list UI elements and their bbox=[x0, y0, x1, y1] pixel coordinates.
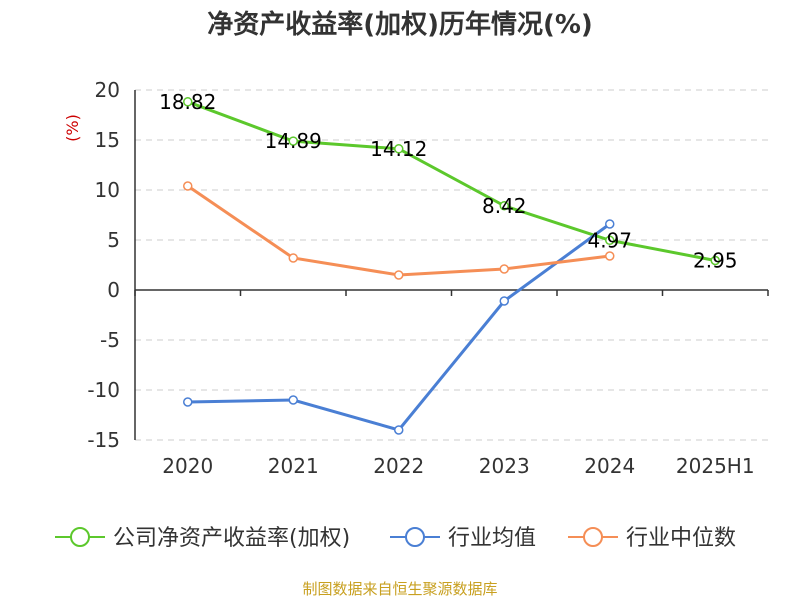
legend-label: 行业均值 bbox=[448, 526, 536, 551]
chart-title: 净资产收益率(加权)历年情况(%) bbox=[207, 9, 593, 40]
data-label: 4.97 bbox=[587, 228, 632, 252]
data-point bbox=[394, 144, 404, 154]
series-line-0 bbox=[187, 100, 716, 262]
data-point bbox=[605, 219, 615, 229]
legend-label: 公司净资产收益率(加权) bbox=[113, 526, 350, 551]
data-point bbox=[288, 136, 298, 146]
x-tick-label: 2024 bbox=[584, 454, 635, 478]
x-tick-label: 2023 bbox=[479, 454, 530, 478]
legend-swatch-marker bbox=[70, 527, 90, 547]
data-point bbox=[183, 181, 193, 191]
y-tick-label: 10 bbox=[95, 178, 120, 202]
data-point bbox=[605, 251, 615, 261]
data-source: 制图数据来自恒生聚源数据库 bbox=[302, 580, 497, 598]
data-point bbox=[605, 235, 615, 246]
data-point bbox=[288, 253, 298, 263]
data-point bbox=[499, 264, 509, 274]
data-label: 14.12 bbox=[370, 137, 427, 161]
data-point bbox=[499, 201, 509, 211]
data-label: 2.95 bbox=[693, 249, 738, 273]
x-tick-label: 2021 bbox=[268, 454, 319, 478]
data-point bbox=[394, 270, 404, 280]
legend-label: 行业中位数 bbox=[626, 526, 736, 551]
series-line-1 bbox=[187, 222, 611, 432]
y-tick-label: -10 bbox=[87, 378, 120, 402]
data-point bbox=[183, 397, 193, 407]
data-label: 14.89 bbox=[265, 129, 322, 153]
y-tick-label: -15 bbox=[87, 428, 120, 452]
y-tick-label: -5 bbox=[100, 328, 120, 352]
y-tick-label: 15 bbox=[95, 128, 120, 152]
y-axis-unit: (%) bbox=[63, 114, 82, 142]
legend-swatch-marker bbox=[583, 527, 603, 547]
data-point bbox=[394, 425, 404, 435]
data-point bbox=[499, 296, 509, 306]
data-point bbox=[288, 395, 298, 405]
data-point bbox=[183, 97, 193, 107]
x-tick-label: 2020 bbox=[162, 454, 213, 478]
series-line-2 bbox=[186, 184, 610, 277]
y-tick-label: 5 bbox=[107, 228, 120, 252]
y-tick-label: 20 bbox=[95, 78, 120, 102]
legend-swatch-marker bbox=[405, 527, 425, 547]
x-tick-label: 2025H1 bbox=[676, 454, 755, 478]
data-label: 8.42 bbox=[482, 194, 527, 218]
data-label: 18.82 bbox=[159, 90, 216, 114]
x-tick-label: 2022 bbox=[373, 454, 424, 478]
y-tick-label: 0 bbox=[107, 278, 120, 302]
data-point bbox=[710, 255, 720, 266]
